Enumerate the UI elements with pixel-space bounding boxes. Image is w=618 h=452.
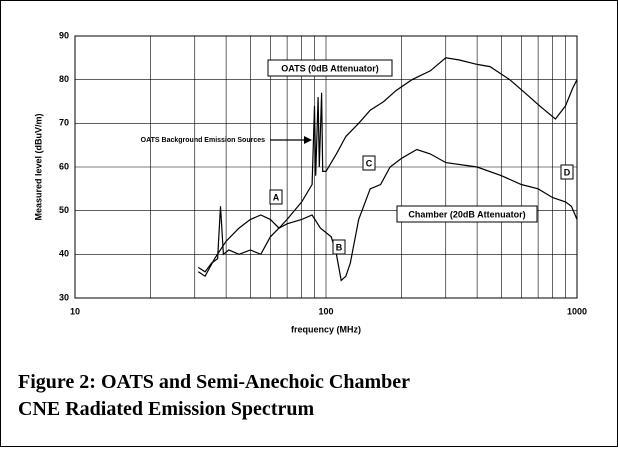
series-label-box [267,59,393,77]
annotation-box [362,155,376,171]
y-tick-label: 30 [59,292,69,302]
annotation-arrowhead [304,136,312,144]
annotation: A [273,192,280,202]
y-tick-label: 70 [59,118,69,128]
y-tick-label: 90 [59,30,69,40]
annotation: D [564,167,571,177]
x-tick-label: 10 [70,306,80,316]
series-label: Chamber (20dB Attenuator) [408,209,525,219]
annotation: B [336,242,343,252]
y-tick-label: 80 [59,74,69,84]
x-tick-label: 100 [318,306,333,316]
y-axis-label: Measured level (dBuV/m) [33,113,43,220]
series-label-box [396,205,538,223]
series-line [197,148,578,282]
caption-line: CNE Radiated Emission Spectrum [18,398,314,420]
y-tick-label: 60 [59,161,69,171]
annotation-box [332,239,346,255]
x-tick-label: 1000 [567,306,587,316]
series-label: OATS (0dB Attenuator) [281,63,379,73]
annotation-box [560,164,574,180]
plot-frame [74,35,578,299]
caption-line: Figure 2: OATS and Semi-Anechoic Chamber [18,371,410,393]
annotation-box [269,189,283,205]
y-tick-label: 40 [59,249,69,259]
annotation: OATS Background Emission Sources [141,137,265,144]
series-line [197,57,578,273]
y-tick-label: 50 [59,205,69,215]
annotation: C [366,158,373,168]
x-axis-label: frequency (MHz) [291,324,361,334]
